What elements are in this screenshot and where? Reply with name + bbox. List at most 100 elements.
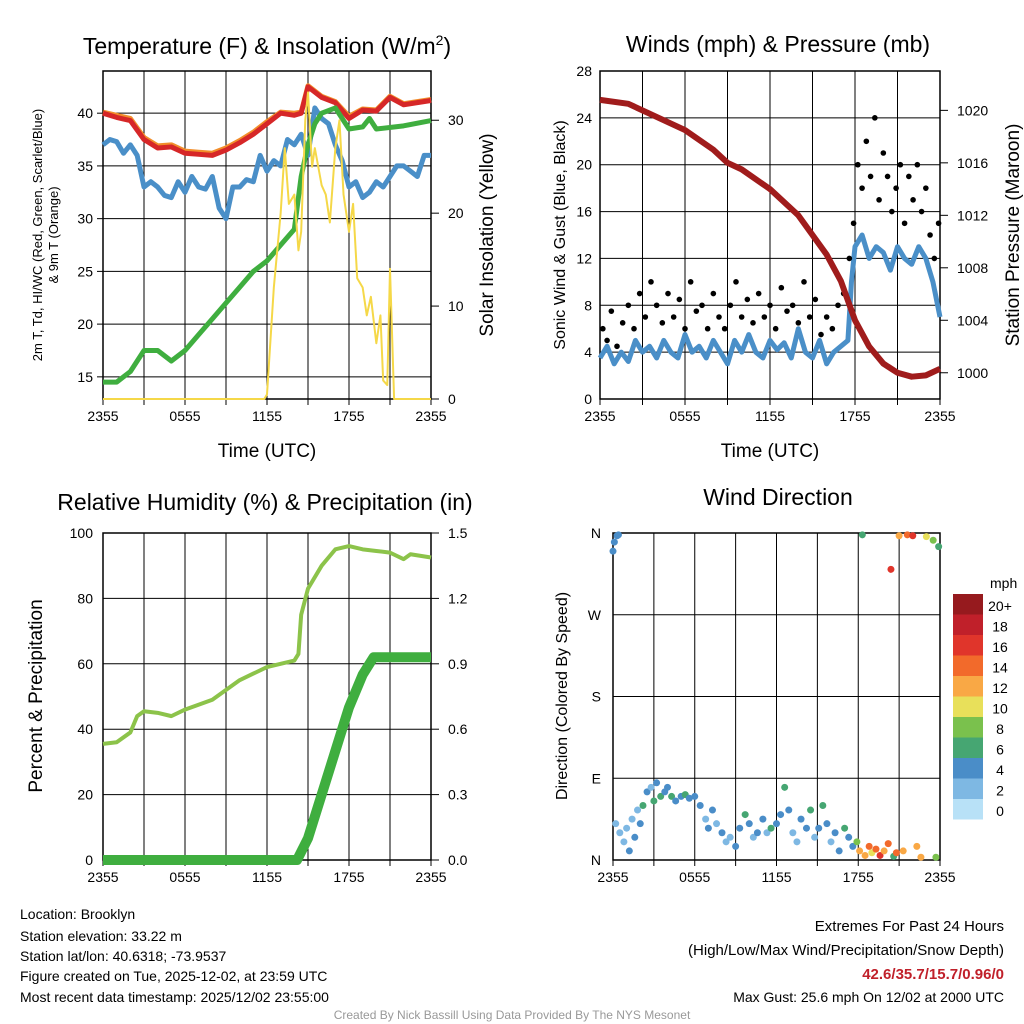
x-tick-label: 2355 [87,408,118,424]
y2-tick-label: 1004 [957,312,988,328]
direction-point [884,840,892,848]
direction-point [827,838,835,846]
legend-label: 0 [996,803,1004,819]
gust-point [608,308,615,314]
direction-point [773,820,780,828]
x-tick-label: 1755 [843,869,874,885]
series-td [103,105,432,385]
gust-point [614,343,620,350]
y-tick-label: E [592,770,601,786]
y-tick-label: 20 [77,787,93,803]
direction-point [639,802,647,809]
direction-point [664,783,671,791]
direction-point [861,851,869,859]
legend-swatch [953,594,983,615]
gust-point [893,185,899,191]
gust-point [935,220,942,227]
gust-point [884,173,891,180]
gust-point [636,290,643,297]
gust-point [619,320,626,326]
x-tick-label: 2355 [924,408,955,424]
y-tick-label: 16 [576,204,592,220]
plot-frame [599,70,941,400]
extremes-subtitle: (High/Low/Max Wind/Precipitation/Snow De… [688,942,1004,959]
gust-point [767,302,773,309]
x-tick-label: 0555 [169,408,200,424]
gust-point [761,314,768,320]
direction-point [614,531,622,539]
direction-point [781,783,789,791]
gust-point [872,115,878,121]
direction-point [631,833,639,841]
direction-point [672,797,680,805]
gust-point [665,290,671,297]
gust-point [784,308,790,314]
legend-label: 8 [996,721,1004,737]
y2-tick-label: 0.3 [448,787,468,803]
gust-point [710,290,717,297]
direction-point [880,847,888,855]
gust-point [927,232,933,238]
x-tick-label: 1755 [333,869,364,885]
gust-point [806,314,813,320]
direction-point [887,565,895,573]
y2-axis-label: Station Pressure (Maroon) [1003,124,1024,347]
direction-point [849,842,857,850]
x-tick-label: 1155 [755,408,785,424]
direction-point [895,532,903,540]
y2-tick-label: 1020 [957,102,988,118]
x-tick-label: 2355 [415,869,446,885]
direction-point [647,783,655,791]
legend-label: 20+ [988,598,1012,614]
gust-point [642,314,649,320]
direction-point [763,829,771,837]
direction-point [759,815,767,823]
y-axis-label: Direction (Colored By Speed) [554,592,571,800]
direction-point [628,815,636,823]
plot-frame [102,70,432,400]
direction-point [657,792,665,800]
x-tick-label: 1155 [252,408,282,424]
direction-point [704,824,712,832]
gust-point [923,185,929,191]
y-tick-label: 35 [77,158,93,174]
x-tick-label: 0555 [679,869,710,885]
direction-point [653,779,661,787]
y-tick-label: 15 [77,369,93,385]
gust-point [835,302,841,309]
x-tick-label: 2355 [597,869,628,885]
gust-point [910,197,916,203]
direction-point [845,833,853,841]
direction-point [668,792,676,800]
legend-swatch [953,778,983,799]
y-axis-label: 2m T, Td, HI/WC (Red, Green, Scarlet/Blu… [30,109,45,361]
direction-point [610,538,618,546]
series-2m-t [102,84,432,158]
y-tick-label: 8 [584,297,592,313]
gust-point [738,314,745,320]
gust-point [789,302,796,309]
y-axis-label: Percent & Precipitation [26,599,47,792]
direction-point [612,820,620,828]
gust-point [716,314,722,320]
direction-point [650,797,658,805]
direction-point [732,842,740,850]
y-tick-label: 100 [70,525,94,541]
gust-point [600,325,606,332]
direction-point [823,820,831,828]
y-tick-label: 60 [77,656,93,672]
gust-point [914,161,921,168]
gust-point [889,208,895,215]
direction-point [745,820,753,828]
gust-point [699,302,705,309]
direction-point [876,851,884,859]
y-tick-label: 24 [576,110,592,126]
y-tick-label: 30 [77,211,93,227]
direction-point [865,842,873,850]
direction-point [713,820,721,828]
gust-point [795,320,802,326]
direction-point [696,802,704,809]
y-tick-label: N [591,852,601,868]
direction-point [892,849,900,857]
gust-point [918,208,925,215]
